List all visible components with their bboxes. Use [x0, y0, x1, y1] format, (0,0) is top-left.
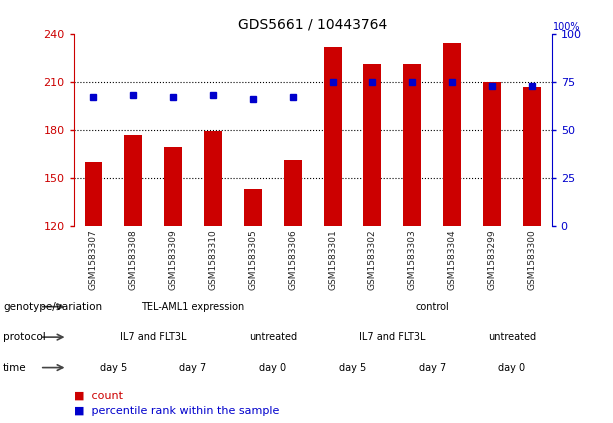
Bar — [364, 64, 381, 226]
Bar — [324, 47, 341, 226]
Text: 100%: 100% — [553, 22, 581, 32]
Text: untreated: untreated — [488, 332, 536, 342]
Title: GDS5661 / 10443764: GDS5661 / 10443764 — [238, 17, 387, 31]
Text: control: control — [415, 302, 449, 312]
Text: GSM1583304: GSM1583304 — [447, 229, 457, 290]
Text: GSM1583310: GSM1583310 — [208, 229, 218, 290]
Text: GSM1583299: GSM1583299 — [487, 229, 497, 290]
Text: untreated: untreated — [249, 332, 297, 342]
Text: protocol: protocol — [3, 332, 46, 342]
Bar — [164, 148, 182, 226]
Bar — [244, 189, 262, 226]
Text: IL7 and FLT3L: IL7 and FLT3L — [359, 332, 425, 342]
Text: ■  percentile rank within the sample: ■ percentile rank within the sample — [74, 407, 279, 416]
Bar — [124, 135, 142, 226]
Text: day 5: day 5 — [339, 363, 366, 373]
Text: IL7 and FLT3L: IL7 and FLT3L — [120, 332, 186, 342]
Text: GSM1583303: GSM1583303 — [408, 229, 417, 290]
Text: GSM1583309: GSM1583309 — [169, 229, 178, 290]
Text: day 7: day 7 — [419, 363, 446, 373]
Text: GSM1583307: GSM1583307 — [89, 229, 98, 290]
Bar — [523, 87, 541, 226]
Text: GSM1583301: GSM1583301 — [328, 229, 337, 290]
Text: day 5: day 5 — [100, 363, 127, 373]
Text: GSM1583305: GSM1583305 — [248, 229, 257, 290]
Text: day 7: day 7 — [180, 363, 207, 373]
Bar — [443, 44, 461, 226]
Bar — [403, 64, 421, 226]
Text: day 0: day 0 — [498, 363, 525, 373]
Text: ■  count: ■ count — [74, 391, 123, 401]
Text: GSM1583308: GSM1583308 — [129, 229, 138, 290]
Text: TEL-AML1 expression: TEL-AML1 expression — [142, 302, 245, 312]
Bar — [85, 162, 102, 226]
Bar — [284, 160, 302, 226]
Text: GSM1583300: GSM1583300 — [527, 229, 536, 290]
Text: GSM1583306: GSM1583306 — [288, 229, 297, 290]
Text: genotype/variation: genotype/variation — [3, 302, 102, 312]
Bar — [204, 132, 222, 226]
Text: GSM1583302: GSM1583302 — [368, 229, 377, 290]
Text: day 0: day 0 — [259, 363, 286, 373]
Bar — [483, 82, 501, 226]
Text: time: time — [3, 363, 27, 373]
